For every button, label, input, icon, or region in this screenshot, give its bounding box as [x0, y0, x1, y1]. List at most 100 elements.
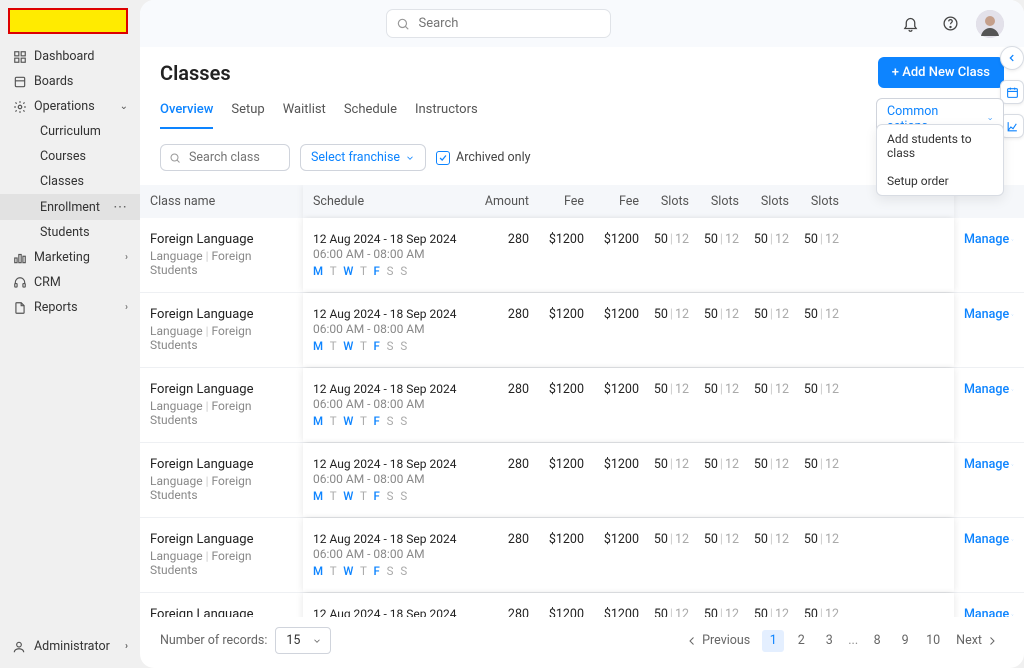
- nav-label: Students: [40, 225, 90, 240]
- cell-fee: $1200: [533, 593, 588, 617]
- records-per-page-select[interactable]: 15: [275, 627, 331, 654]
- global-search-input[interactable]: [386, 9, 611, 38]
- manage-link[interactable]: Manage: [954, 293, 1024, 367]
- sidebar-item-boards[interactable]: Boards: [0, 69, 140, 94]
- sidebar-subitem-curriculum[interactable]: Curriculum: [0, 119, 140, 144]
- sidebar-item-dashboard[interactable]: Dashboard: [0, 44, 140, 69]
- manage-link[interactable]: Manage: [954, 218, 1024, 292]
- tab-schedule[interactable]: Schedule: [344, 102, 397, 129]
- cell-slots: 50|12: [743, 593, 793, 617]
- cell-slots: 50|12: [693, 368, 743, 442]
- tab-waitlist[interactable]: Waitlist: [283, 102, 326, 129]
- archived-checkbox[interactable]: [436, 151, 450, 165]
- tab-instructors[interactable]: Instructors: [415, 102, 478, 129]
- pager-ellipsis: ...: [846, 633, 860, 648]
- page-10[interactable]: 10: [922, 630, 944, 652]
- next-button[interactable]: Next: [950, 629, 1004, 652]
- class-subtitle: Language|Foreign Students: [150, 549, 293, 577]
- admin-label: Administrator: [34, 639, 110, 654]
- sidebar-item-marketing[interactable]: Marketing›: [0, 245, 140, 270]
- cell-slots: 50|12: [743, 218, 793, 292]
- cell-amount: 280: [478, 593, 533, 617]
- nav-label: Curriculum: [40, 124, 101, 139]
- nav-label: Boards: [34, 74, 73, 89]
- more-icon[interactable]: ⋯: [113, 199, 128, 215]
- nav-label: Marketing: [34, 250, 90, 265]
- page-1[interactable]: 1: [762, 630, 784, 652]
- chevron-down-icon: [987, 114, 993, 124]
- main: Classes + Add New Class Overview Setup Wai…: [140, 0, 1024, 668]
- sidebar-subitem-enrollment[interactable]: Enrollment ⋯: [0, 194, 140, 220]
- col-fee: Fee: [533, 185, 588, 218]
- table-row: Foreign Language Language|Foreign Studen…: [140, 443, 1024, 518]
- page-8[interactable]: 8: [866, 630, 888, 652]
- side-chip-calendar[interactable]: [1000, 80, 1024, 104]
- cell-schedule: 12 Aug 2024 - 18 Sep 2024 06:00 AM - 08:…: [303, 368, 478, 442]
- col-amount: Amount: [478, 185, 533, 218]
- gear-icon: [12, 99, 27, 114]
- tab-overview[interactable]: Overview: [160, 102, 213, 129]
- manage-link[interactable]: Manage: [954, 443, 1024, 517]
- cell-slots: 50|12: [793, 368, 843, 442]
- page-9[interactable]: 9: [894, 630, 916, 652]
- col-slots: Slots: [643, 185, 693, 218]
- class-subtitle: Language|Foreign Students: [150, 399, 293, 427]
- cell-schedule: 12 Aug 2024 - 18 Sep 2024 06:00 AM - 08:…: [303, 593, 478, 617]
- doc-icon: [12, 300, 27, 315]
- nav-label: Reports: [34, 300, 78, 315]
- cell-class-name: Foreign Language Language|Foreign Studen…: [140, 218, 303, 292]
- sidebar-item-crm[interactable]: CRM: [0, 270, 140, 295]
- avatar[interactable]: [976, 10, 1004, 38]
- col-slots: Slots: [743, 185, 793, 218]
- table-row: Foreign Language Language|Foreign Studen…: [140, 593, 1024, 617]
- archived-toggle[interactable]: Archived only: [436, 150, 530, 165]
- cell-class-name: Foreign Language Language|Foreign Studen…: [140, 293, 303, 367]
- page-2[interactable]: 2: [790, 630, 812, 652]
- cell-amount: 280: [478, 443, 533, 517]
- sidebar-subitem-classes[interactable]: Classes: [0, 169, 140, 194]
- sidebar-subitem-courses[interactable]: Courses: [0, 144, 140, 169]
- page-header: Classes + Add New Class: [140, 57, 1024, 88]
- col-fee: Fee: [588, 185, 643, 218]
- class-search-wrap: [160, 144, 290, 171]
- dropdown-item[interactable]: Setup order: [877, 167, 1003, 195]
- nav: Dashboard Boards Operations⌄ Curriculum Cour…: [0, 44, 140, 633]
- cell-class-name: Foreign Language Language|Foreign Studen…: [140, 443, 303, 517]
- cell-slots: 50|12: [693, 593, 743, 617]
- page-3[interactable]: 3: [818, 630, 840, 652]
- nav-label: Enrollment: [40, 200, 100, 215]
- table: Class name Schedule Amount FeeFee SlotsS…: [140, 185, 1024, 617]
- col-class-name: Class name: [140, 185, 303, 218]
- class-subtitle: Language|Foreign Students: [150, 249, 293, 277]
- tab-setup[interactable]: Setup: [231, 102, 264, 129]
- records-value: 15: [286, 633, 300, 648]
- cell-slots: 50|12: [793, 218, 843, 292]
- global-search-wrap: [386, 9, 611, 38]
- cell-class-name: Foreign Language Language|Foreign Studen…: [140, 518, 303, 592]
- cell-slots: 50|12: [643, 443, 693, 517]
- notifications-icon[interactable]: [896, 10, 924, 38]
- sidebar-footer[interactable]: Administrator ›: [0, 633, 140, 660]
- cell-slots: 50|12: [693, 443, 743, 517]
- side-chip-back[interactable]: [1000, 46, 1024, 70]
- manage-link[interactable]: Manage: [954, 593, 1024, 617]
- manage-link[interactable]: Manage: [954, 368, 1024, 442]
- cell-amount: 280: [478, 218, 533, 292]
- cell-schedule: 12 Aug 2024 - 18 Sep 2024 06:00 AM - 08:…: [303, 443, 478, 517]
- cell-fee: $1200: [588, 518, 643, 592]
- dropdown-item[interactable]: Add students to class: [877, 125, 1003, 167]
- select-franchise-label: Select franchise: [311, 150, 400, 165]
- records-label: Number of records:: [160, 633, 267, 648]
- add-new-class-button[interactable]: + Add New Class: [878, 57, 1004, 88]
- col-slots: Slots: [693, 185, 743, 218]
- cell-fee: $1200: [533, 293, 588, 367]
- prev-button[interactable]: Previous: [680, 629, 756, 652]
- content: Classes + Add New Class Overview Setup Wai…: [140, 47, 1024, 668]
- sidebar-item-operations[interactable]: Operations⌄: [0, 94, 140, 119]
- manage-link[interactable]: Manage: [954, 518, 1024, 592]
- select-franchise-dropdown[interactable]: Select franchise: [300, 144, 426, 171]
- help-icon[interactable]: [936, 10, 964, 38]
- sidebar-item-reports[interactable]: Reports›: [0, 295, 140, 320]
- sidebar-subitem-students[interactable]: Students: [0, 220, 140, 245]
- search-icon: [169, 152, 181, 164]
